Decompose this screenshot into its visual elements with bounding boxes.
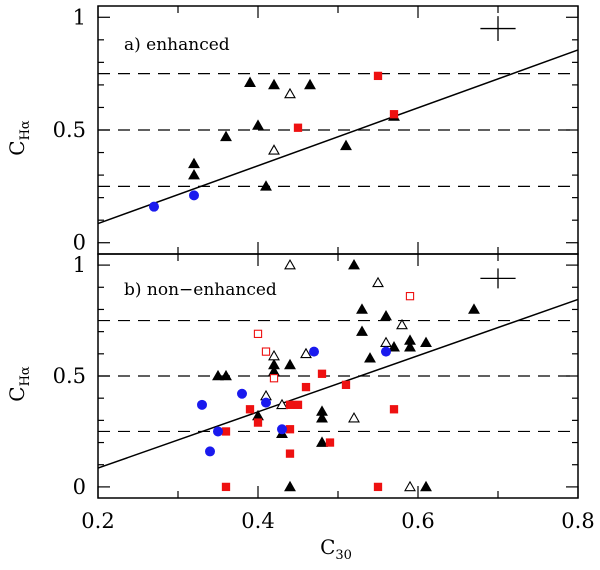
filled-circle-point [261, 397, 271, 408]
filled-triangle-point [188, 168, 200, 180]
panel-enhanced: 0 0.5 1 a) enhanced CHα [5, 5, 579, 255]
filled-square-point [325, 438, 335, 447]
filled-circle-point [237, 388, 247, 399]
x-axis-label-main: C [320, 535, 335, 559]
filled-triangle-point [244, 76, 256, 87]
filled-triangle-point [340, 139, 352, 151]
y-axis-label-sub: Hα [18, 120, 33, 140]
filled-square-point [389, 405, 399, 414]
filled-triangle-point [304, 78, 316, 90]
open-square-point [269, 374, 279, 383]
filled-square-point [221, 427, 231, 436]
open-triangle-point [268, 349, 280, 361]
open-triangle-point [300, 347, 312, 359]
filled-triangle-point [252, 119, 264, 130]
panel-label: a) enhanced [124, 35, 230, 55]
filled-triangle-point [316, 436, 328, 447]
open-triangle-point [348, 412, 360, 423]
filled-circle-point [149, 201, 159, 212]
y-axis-label-main: C [5, 386, 29, 401]
x-tick-label: 0.8 [561, 509, 594, 533]
open-triangle-point [396, 318, 408, 330]
filled-triangle-point [404, 341, 416, 352]
filled-triangle-point [212, 369, 224, 381]
filled-square-point [301, 382, 311, 392]
filled-triangle-point [188, 157, 200, 169]
y-tick-label: 1 [73, 253, 86, 277]
y-tick-label: 0 [73, 231, 86, 255]
y-axis-label-sub: Hα [18, 366, 33, 386]
filled-triangle-point [220, 130, 232, 142]
fit-line [97, 298, 579, 469]
panel-non-enhanced: 00.510.2 0.4 0.6 0.8 b) non−enhanced CHα C3… [5, 253, 595, 563]
x-tick-label: 0.4 [241, 509, 274, 533]
filled-circle-point [213, 426, 223, 437]
filled-square-point [253, 418, 263, 427]
x-tick-label: 0.2 [81, 509, 114, 533]
open-triangle-point [404, 480, 416, 492]
y-tick-label: 0.5 [53, 364, 86, 388]
x-tick-label: 0.6 [401, 509, 434, 533]
filled-triangle-point [420, 336, 432, 348]
open-triangle-point [380, 336, 392, 348]
filled-square-point [293, 400, 303, 409]
filled-square-point [245, 405, 255, 414]
open-triangle-point [276, 398, 288, 410]
x-axis-label-sub: 30 [335, 548, 352, 563]
filled-triangle-point [260, 180, 272, 191]
filled-square-point [285, 449, 295, 458]
filled-square-point [373, 71, 383, 81]
filled-square-point [221, 482, 231, 492]
filled-circle-point [381, 346, 391, 357]
filled-circle-point [205, 446, 215, 457]
filled-triangle-point [468, 303, 480, 314]
filled-triangle-point [268, 78, 280, 90]
filled-triangle-point [356, 303, 368, 314]
filled-square-point [373, 482, 383, 492]
filled-square-point [285, 425, 295, 434]
y-axis-label: CHα [5, 366, 33, 402]
filled-square-point [285, 400, 295, 409]
y-axis-label: CHα [5, 120, 33, 156]
filled-triangle-point [420, 480, 432, 492]
filled-square-point [341, 380, 351, 390]
open-triangle-point [372, 276, 384, 288]
filled-triangle-point [356, 325, 368, 336]
open-triangle-point [284, 87, 296, 99]
y-tick-label: 0.5 [53, 118, 86, 142]
filled-circle-point [197, 399, 207, 410]
filled-triangle-point [316, 412, 328, 423]
filled-square-point [317, 369, 327, 378]
open-square-point [261, 347, 271, 356]
panel-label: b) non−enhanced [124, 280, 277, 300]
filled-circle-point [309, 346, 319, 357]
open-square-point [253, 329, 263, 339]
filled-triangle-point [220, 369, 232, 381]
open-triangle-point [268, 144, 280, 155]
y-axis-label-main: C [5, 140, 29, 155]
filled-triangle-point [284, 480, 296, 492]
y-tick-label: 1 [73, 5, 86, 29]
filled-triangle-point [252, 409, 264, 421]
filled-circle-point [277, 424, 287, 435]
open-square-point [405, 291, 415, 301]
filled-square-point [293, 123, 303, 132]
fit-line [97, 49, 579, 225]
filled-square-point [389, 110, 399, 119]
x-axis-label: C30 [320, 535, 352, 563]
open-triangle-point [284, 258, 296, 270]
filled-triangle-point [284, 358, 296, 370]
filled-circle-point [189, 190, 199, 201]
filled-triangle-point [348, 258, 360, 270]
filled-triangle-point [380, 310, 392, 321]
filled-triangle-point [364, 352, 376, 363]
y-tick-label: 0 [73, 475, 86, 499]
